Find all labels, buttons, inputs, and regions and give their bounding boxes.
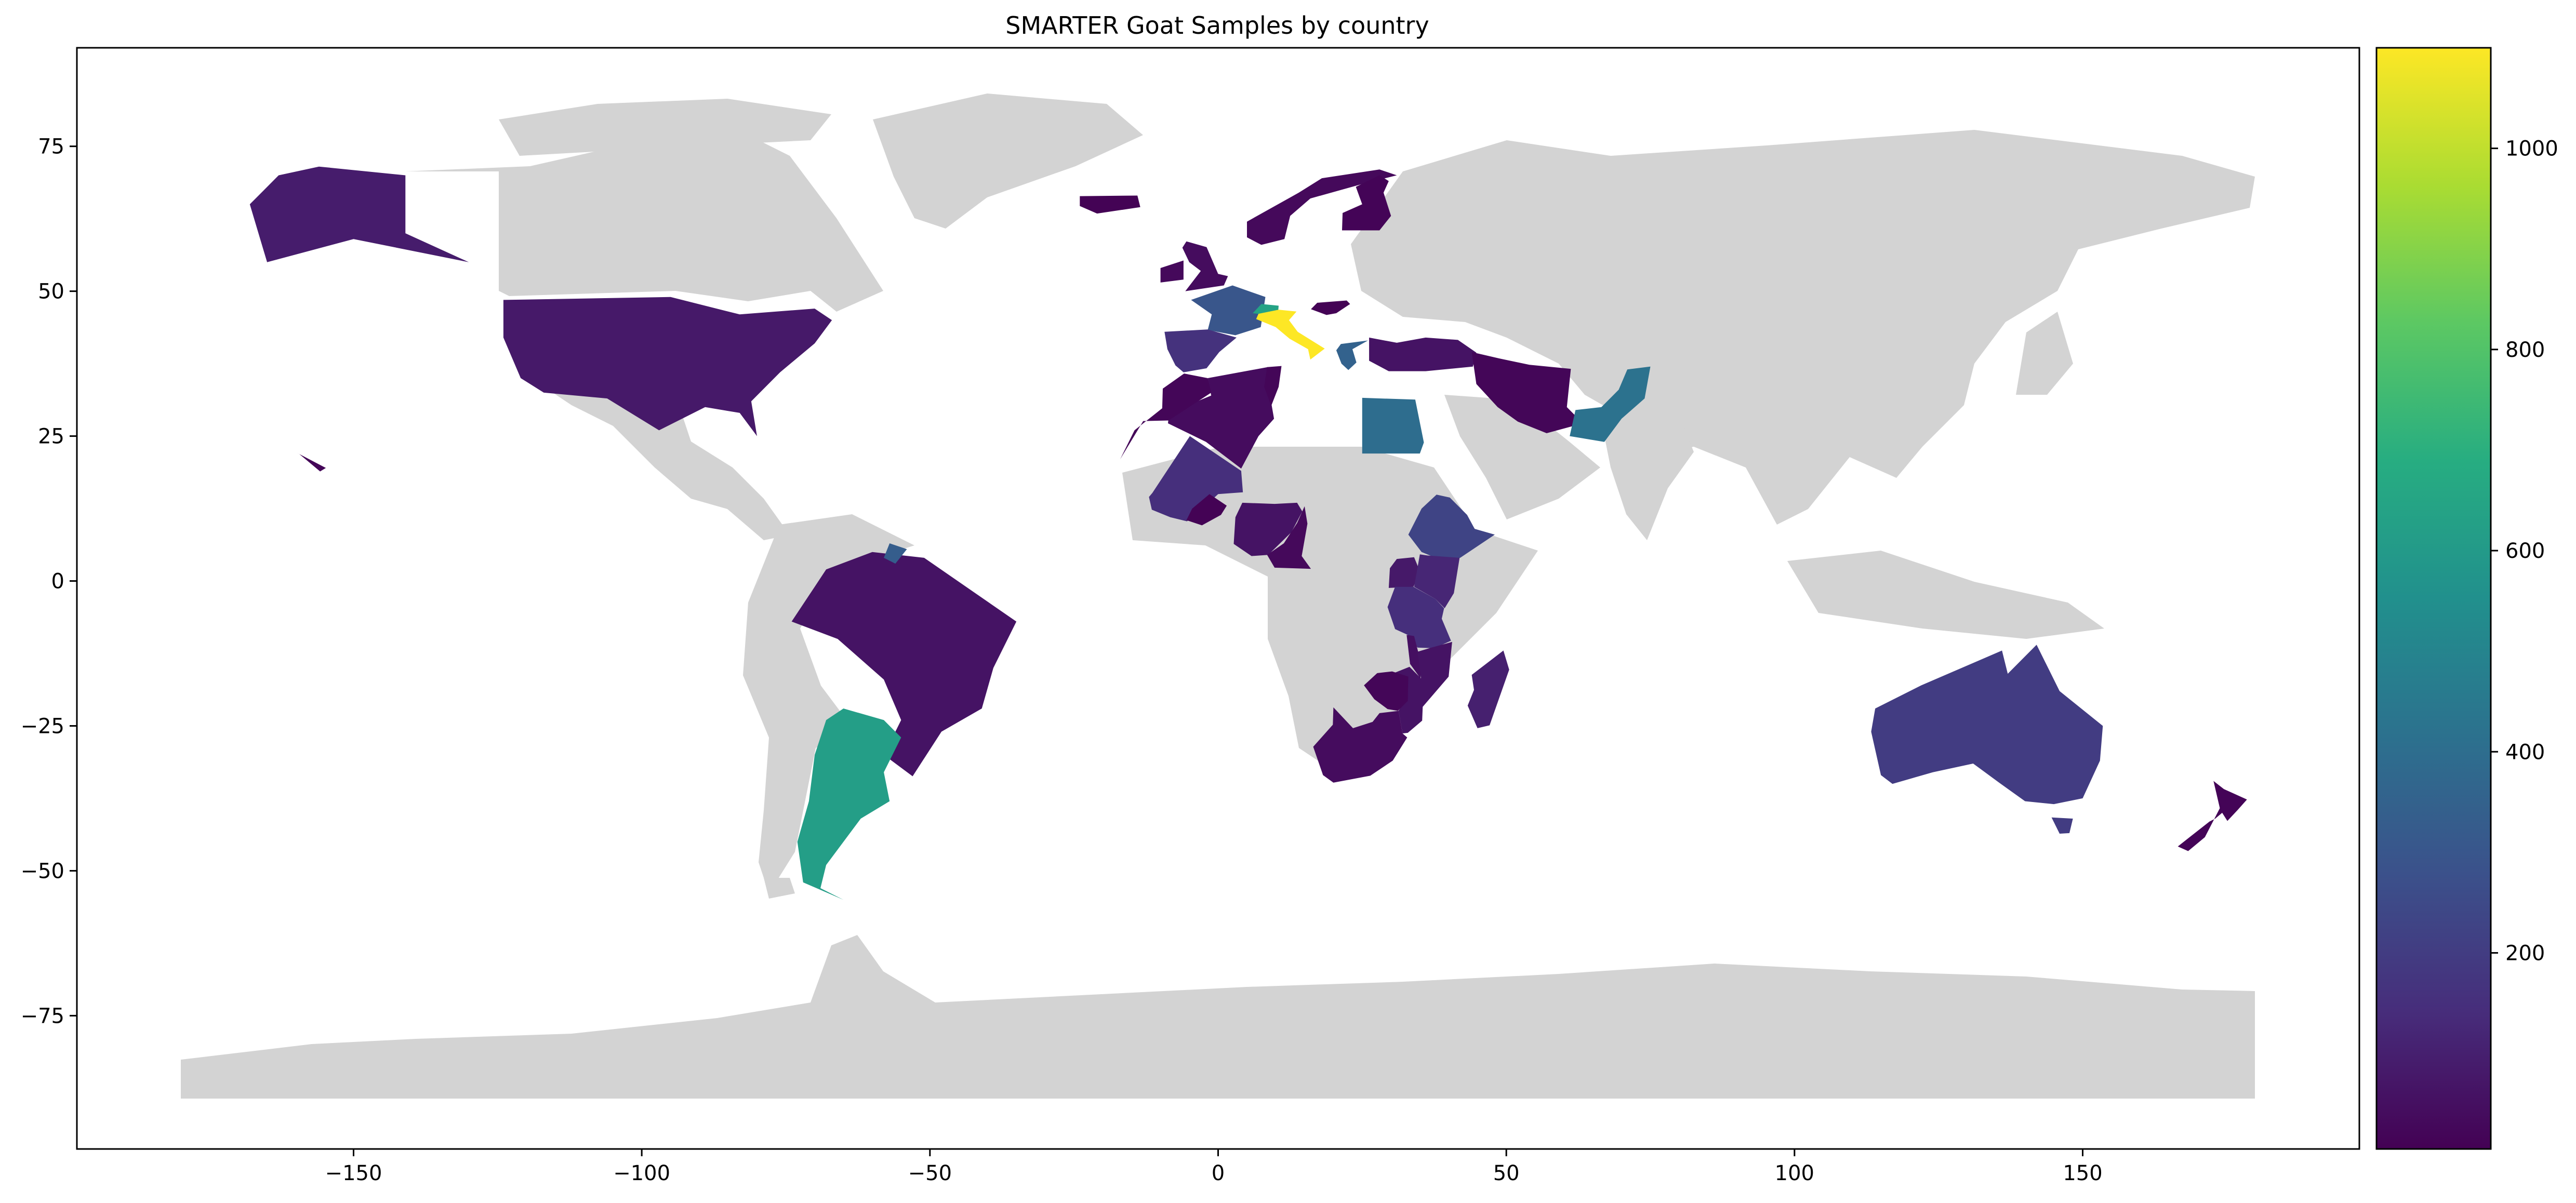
country-egypt <box>1362 397 1424 454</box>
country-spain <box>1164 329 1237 372</box>
x-tick-label: 0 <box>1212 1161 1225 1185</box>
country-canada-alaska <box>249 166 469 262</box>
country-italy <box>1256 310 1325 360</box>
country-tanzania <box>1387 586 1451 648</box>
land-greenland <box>873 93 1143 229</box>
colorbar-frame <box>2375 47 2492 1150</box>
land-india <box>1600 416 1694 540</box>
y-tick-label: −25 <box>21 714 64 738</box>
country-madagascar <box>1467 650 1509 728</box>
colorbar-tick-label: 600 <box>2505 539 2545 563</box>
country-malawi <box>1406 635 1422 678</box>
y-tick-label: 50 <box>38 280 64 304</box>
country-guyana <box>884 543 907 564</box>
x-tick-label: −100 <box>613 1161 670 1185</box>
country-australia-tasmania <box>2051 817 2073 834</box>
colorbar-tick-label: 1000 <box>2505 137 2558 161</box>
y-tick-label: −50 <box>21 859 64 883</box>
country-iran <box>1471 352 1583 433</box>
country-ethiopia <box>1408 494 1495 561</box>
country-ireland <box>1160 260 1184 283</box>
x-tick-label: 50 <box>1493 1161 1520 1185</box>
land-north-america <box>405 125 883 312</box>
country-finland <box>1342 175 1391 231</box>
country-zimbabwe <box>1364 671 1409 711</box>
x-tick-label: 100 <box>1775 1161 1814 1185</box>
map-plot-area <box>181 93 2255 1099</box>
country-pakistan <box>1570 366 1651 442</box>
land-arctic-islands <box>499 99 831 156</box>
country-morocco <box>1120 373 1212 460</box>
y-tick-label: 0 <box>51 570 64 594</box>
country-cameroon <box>1267 506 1311 569</box>
country-united-states <box>503 297 832 436</box>
land-southeast-asia <box>1787 551 2104 639</box>
country-australia <box>1871 645 2103 805</box>
country-uganda <box>1388 557 1420 588</box>
country-brazil <box>791 552 1017 777</box>
x-tick-label: −150 <box>325 1161 382 1185</box>
colorbar-tick-label: 800 <box>2505 338 2545 362</box>
y-tick-label: 25 <box>38 425 64 449</box>
y-tick-label: 75 <box>38 135 64 159</box>
country-tunisia <box>1264 366 1282 406</box>
country-united-kingdom <box>1182 241 1228 291</box>
country-iceland <box>1080 195 1140 214</box>
country-south-africa <box>1313 707 1407 783</box>
colorbar-tick-label: 400 <box>2505 740 2545 764</box>
country-hungary <box>1311 300 1350 315</box>
x-axis: −150 −100 −50 0 50 100 150 <box>325 1149 2103 1185</box>
country-algeria <box>1168 367 1274 469</box>
country-nigeria <box>1233 502 1303 556</box>
country-burkina-faso <box>1186 494 1227 526</box>
x-tick-label: −50 <box>908 1161 952 1185</box>
y-tick-label: −75 <box>21 1004 64 1028</box>
country-norway <box>1247 169 1397 245</box>
country-hawaii <box>296 452 326 472</box>
land-south-america <box>743 514 914 893</box>
country-turkey <box>1369 337 1477 371</box>
land-eurasia <box>1351 130 2255 525</box>
land-patagonia-tip <box>764 878 795 899</box>
land-antarctica <box>181 935 2255 1099</box>
country-argentina <box>797 709 901 900</box>
land-arabia <box>1444 395 1600 519</box>
colorbar-tick-label: 200 <box>2505 941 2545 965</box>
country-france <box>1191 285 1266 336</box>
x-tick-label: 150 <box>2063 1161 2102 1185</box>
country-new-zealand <box>2177 781 2247 851</box>
chart-title: SMARTER Goat Samples by country <box>1005 11 1429 39</box>
country-mali <box>1149 436 1243 522</box>
land-japan <box>2016 312 2073 395</box>
country-layer <box>249 166 2247 900</box>
land-layer <box>181 93 2255 1099</box>
colorbar-gradient <box>2376 48 2491 1149</box>
colorbar-ticks: 200 400 600 800 1000 <box>2491 137 2558 965</box>
y-axis: 75 50 25 0 −25 −50 −75 <box>21 135 77 1028</box>
country-kenya <box>1414 554 1460 608</box>
colorbar: 200 400 600 800 1000 <box>2375 47 2558 1150</box>
country-greece <box>1336 340 1368 370</box>
land-mexico <box>540 384 790 540</box>
country-mozambique <box>1392 641 1452 733</box>
